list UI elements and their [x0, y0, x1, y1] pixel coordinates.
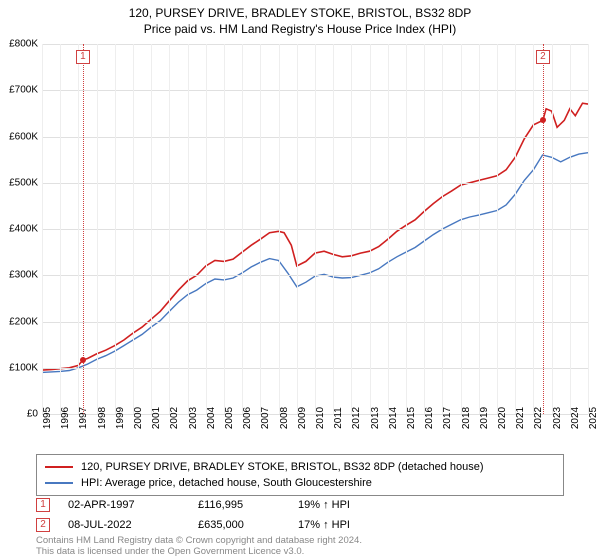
y-tick-label: £800K [9, 39, 38, 50]
footer-line: This data is licensed under the Open Gov… [36, 547, 362, 558]
y-tick-label: £300K [9, 270, 38, 281]
legend-row: 120, PURSEY DRIVE, BRADLEY STOKE, BRISTO… [45, 459, 555, 475]
marker-dot [540, 117, 546, 123]
x-gridline [533, 44, 534, 414]
x-tick-label: 2021 [515, 407, 526, 429]
y-tick-label: £0 [27, 409, 38, 420]
x-tick-label: 2006 [242, 407, 253, 429]
event-pct: 19% ↑ HPI [298, 499, 418, 511]
event-price: £635,000 [198, 519, 298, 531]
legend-swatch [45, 482, 73, 484]
x-gridline [406, 44, 407, 414]
chart-title-address: 120, PURSEY DRIVE, BRADLEY STOKE, BRISTO… [0, 6, 600, 20]
x-gridline [224, 44, 225, 414]
x-tick-label: 2004 [206, 407, 217, 429]
x-gridline [169, 44, 170, 414]
x-gridline [297, 44, 298, 414]
event-marker-box: 1 [36, 498, 50, 512]
x-gridline [552, 44, 553, 414]
x-tick-label: 2025 [588, 407, 599, 429]
x-tick-label: 2015 [406, 407, 417, 429]
legend-label: 120, PURSEY DRIVE, BRADLEY STOKE, BRISTO… [81, 461, 484, 473]
event-pct: 17% ↑ HPI [298, 519, 418, 531]
x-tick-label: 2013 [370, 407, 381, 429]
x-gridline [188, 44, 189, 414]
chart-title-subtitle: Price paid vs. HM Land Registry's House … [0, 22, 600, 36]
event-date: 02-APR-1997 [68, 499, 198, 511]
marker-label-box: 2 [536, 50, 550, 64]
x-gridline [42, 44, 43, 414]
y-tick-label: £600K [9, 131, 38, 142]
x-gridline [370, 44, 371, 414]
x-gridline [260, 44, 261, 414]
x-gridline [97, 44, 98, 414]
x-gridline [442, 44, 443, 414]
x-gridline [388, 44, 389, 414]
x-tick-label: 2003 [188, 407, 199, 429]
x-gridline [424, 44, 425, 414]
plot-area: £0£100K£200K£300K£400K£500K£600K£700K£80… [42, 44, 588, 414]
x-gridline [351, 44, 352, 414]
y-tick-label: £500K [9, 177, 38, 188]
x-gridline [279, 44, 280, 414]
x-tick-label: 2012 [351, 407, 362, 429]
legend-label: HPI: Average price, detached house, Sout… [81, 477, 372, 489]
x-gridline [497, 44, 498, 414]
y-tick-label: £700K [9, 85, 38, 96]
x-gridline [206, 44, 207, 414]
y-tick-label: £100K [9, 362, 38, 373]
x-tick-label: 2007 [260, 407, 271, 429]
x-tick-label: 2008 [279, 407, 290, 429]
x-tick-label: 2017 [442, 407, 453, 429]
x-gridline [461, 44, 462, 414]
event-price: £116,995 [198, 499, 298, 511]
legend-row: HPI: Average price, detached house, Sout… [45, 475, 555, 491]
y-tick-label: £400K [9, 224, 38, 235]
x-gridline [115, 44, 116, 414]
x-gridline [151, 44, 152, 414]
marker-vline [543, 44, 544, 414]
x-tick-label: 1998 [97, 407, 108, 429]
chart-title-block: 120, PURSEY DRIVE, BRADLEY STOKE, BRISTO… [0, 0, 600, 36]
event-marker-box: 2 [36, 518, 50, 532]
marker-label-box: 1 [76, 50, 90, 64]
x-gridline [570, 44, 571, 414]
x-tick-label: 2016 [424, 407, 435, 429]
legend-box: 120, PURSEY DRIVE, BRADLEY STOKE, BRISTO… [36, 454, 564, 496]
x-tick-label: 2010 [315, 407, 326, 429]
x-tick-label: 2018 [461, 407, 472, 429]
event-row: 1 02-APR-1997 £116,995 19% ↑ HPI [36, 496, 418, 514]
footer-attribution: Contains HM Land Registry data © Crown c… [36, 536, 362, 558]
marker-dot [80, 357, 86, 363]
legend-swatch [45, 466, 73, 468]
chart-area: £0£100K£200K£300K£400K£500K£600K£700K£80… [42, 44, 588, 414]
x-tick-label: 1996 [60, 407, 71, 429]
x-tick-label: 2023 [552, 407, 563, 429]
x-tick-label: 2019 [479, 407, 490, 429]
x-gridline [60, 44, 61, 414]
x-gridline [133, 44, 134, 414]
x-tick-label: 2014 [388, 407, 399, 429]
x-tick-label: 2009 [297, 407, 308, 429]
x-gridline [242, 44, 243, 414]
x-gridline [315, 44, 316, 414]
x-tick-label: 2001 [151, 407, 162, 429]
event-date: 08-JUL-2022 [68, 519, 198, 531]
y-tick-label: £200K [9, 316, 38, 327]
x-gridline [479, 44, 480, 414]
x-tick-label: 2024 [570, 407, 581, 429]
x-tick-label: 1995 [42, 407, 53, 429]
x-tick-label: 2005 [224, 407, 235, 429]
x-gridline [588, 44, 589, 414]
x-gridline [515, 44, 516, 414]
x-tick-label: 2000 [133, 407, 144, 429]
event-row: 2 08-JUL-2022 £635,000 17% ↑ HPI [36, 516, 418, 534]
x-tick-label: 2002 [169, 407, 180, 429]
x-tick-label: 2020 [497, 407, 508, 429]
x-tick-label: 1999 [115, 407, 126, 429]
x-gridline [333, 44, 334, 414]
event-table: 1 02-APR-1997 £116,995 19% ↑ HPI 2 08-JU… [36, 496, 418, 536]
x-tick-label: 2011 [333, 407, 344, 429]
